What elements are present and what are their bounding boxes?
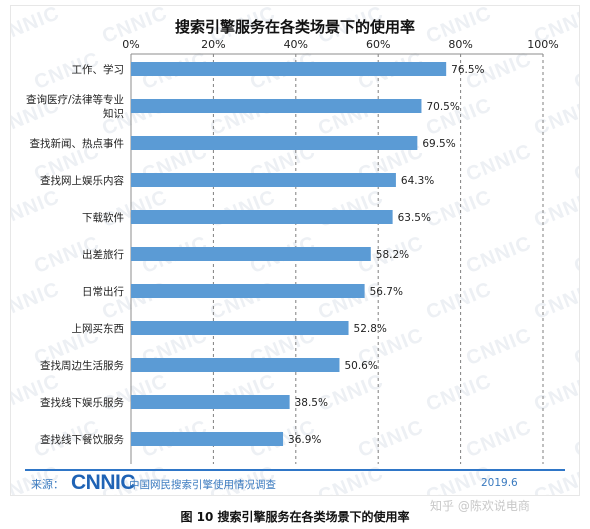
bar-value-label: 38.5% xyxy=(295,397,328,409)
category-label: 下载软件 xyxy=(82,211,124,224)
category-label: 知识 xyxy=(103,107,124,120)
bar xyxy=(131,395,290,409)
source-text: 中国网民搜索引擎使用情况调查 xyxy=(129,479,276,491)
source-date: 2019.6 xyxy=(481,477,518,489)
cnnic-logo: CNNIC xyxy=(71,471,136,494)
category-label: 上网买东西 xyxy=(72,322,125,335)
bar-value-label: 52.8% xyxy=(354,323,387,335)
category-label: 查找线下餐饮服务 xyxy=(40,433,124,446)
bar-value-label: 58.2% xyxy=(376,249,409,261)
category-label: 日常出行 xyxy=(82,285,124,298)
category-label: 查找新闻、热点事件 xyxy=(30,137,125,150)
category-label: 查询医疗/法律等专业 xyxy=(26,93,124,106)
bar xyxy=(131,173,396,187)
bar-value-label: 70.5% xyxy=(426,101,459,113)
bar xyxy=(131,284,365,298)
chart-title: 搜索引擎服务在各类场景下的使用率 xyxy=(174,18,415,36)
figure-frame: CNNIC CNNIC CNNIC CNNIC CNNIC CNNIC CNNIC CNNIC… xyxy=(10,5,580,496)
category-label: 查找周边生活服务 xyxy=(40,359,124,372)
bar xyxy=(131,99,422,113)
category-label: 出差旅行 xyxy=(82,248,124,261)
bar-value-label: 69.5% xyxy=(422,138,455,150)
x-tick-label: 80% xyxy=(448,38,472,51)
category-label: 查找线下娱乐服务 xyxy=(40,396,124,409)
bar xyxy=(131,136,418,150)
x-tick-label: 60% xyxy=(366,38,390,51)
x-tick-label: 20% xyxy=(201,38,225,51)
bar-value-label: 50.6% xyxy=(344,360,377,372)
bar-value-label: 76.5% xyxy=(451,64,484,76)
bar xyxy=(131,358,340,372)
bar-value-label: 63.5% xyxy=(398,212,431,224)
bar xyxy=(131,321,349,335)
bar-value-label: 64.3% xyxy=(401,175,434,187)
x-tick-label: 40% xyxy=(284,38,308,51)
bar xyxy=(131,62,447,76)
bar-value-label: 36.9% xyxy=(288,434,321,446)
category-label: 查找网上娱乐内容 xyxy=(40,174,124,187)
bar-chart: 0% 20% 40% 60% 80% 100% 76.5% 工作、学习 70.5% 查询医疗/法律… xyxy=(26,38,559,464)
source-label: 来源： xyxy=(31,478,64,491)
bar xyxy=(131,432,284,446)
x-tick-label: 0% xyxy=(122,38,139,51)
figure-caption: 图 10 搜索引擎服务在各类场景下的使用率 xyxy=(180,510,410,524)
footer-divider xyxy=(25,469,565,471)
category-label: 工作、学习 xyxy=(72,63,125,76)
bar xyxy=(131,247,371,261)
x-tick-label: 100% xyxy=(527,38,558,51)
credit-watermark: 知乎 @陈欢说电商 xyxy=(430,499,530,513)
bar xyxy=(131,210,393,224)
bar-value-label: 56.7% xyxy=(370,286,403,298)
